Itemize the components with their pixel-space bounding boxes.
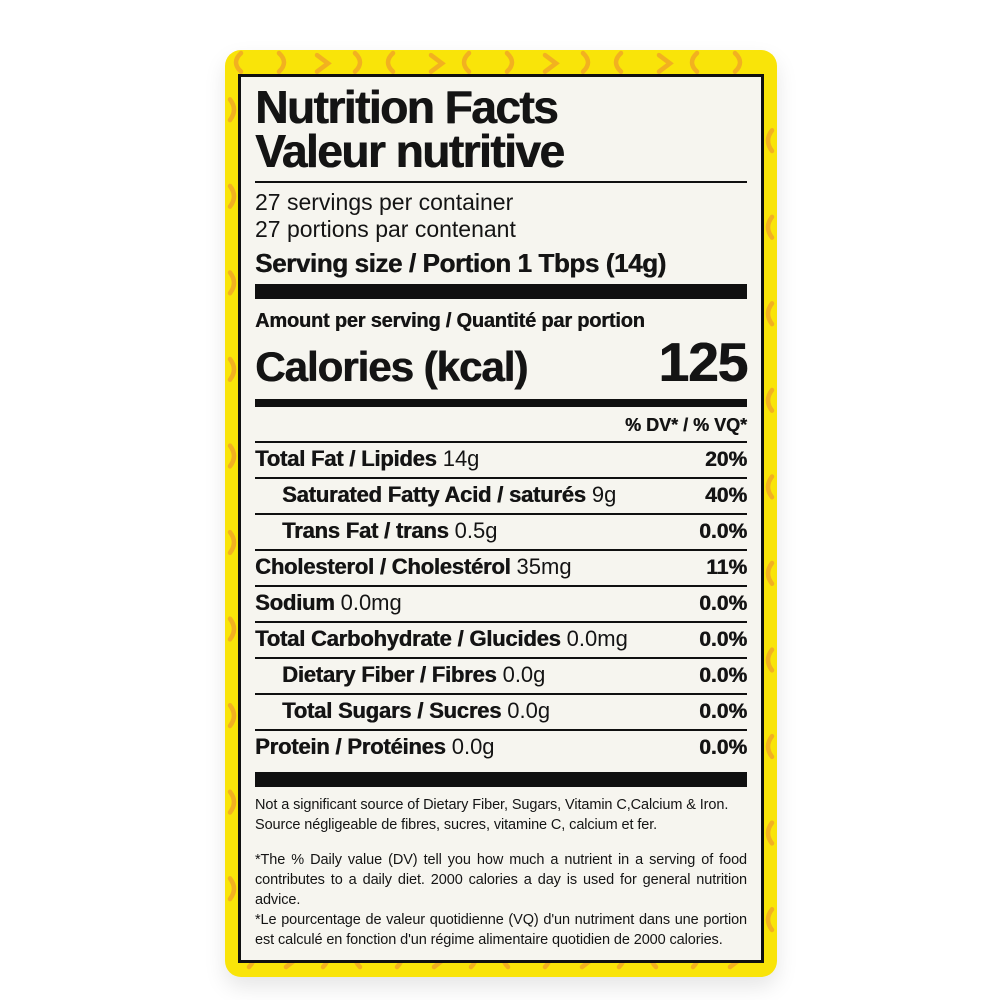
- footnote-not-significant: Not a significant source of Dietary Fibe…: [255, 795, 747, 835]
- servings-per-container-fr: 27 portions par contenant: [255, 216, 516, 243]
- nutrient-name: Cholesterol / Cholestérol 35mg: [255, 554, 572, 580]
- footnote-daily-value-en: *The % Daily value (DV) tell you how muc…: [255, 852, 747, 909]
- title-valeur-nutritive: Valeur nutritive: [255, 125, 565, 178]
- calories-value: 125: [658, 331, 748, 394]
- percent-dv-header: % DV* / % VQ*: [624, 415, 747, 436]
- nutrient-name: Total Carbohydrate / Glucides 0.0mg: [255, 626, 628, 652]
- nutrient-dv: 20%: [704, 448, 747, 472]
- nutrient-row-dietary-fiber: Dietary Fiber / Fibres 0.0g 0.0%: [255, 659, 747, 696]
- nutrient-row-trans-fat: Trans Fat / trans 0.5g 0.0%: [255, 515, 747, 552]
- nutrient-row-total-fat: Total Fat / Lipides 14g 20%: [255, 443, 747, 480]
- nutrient-dv: 40%: [704, 484, 747, 508]
- nutrient-dv: 0.0%: [699, 520, 747, 544]
- nutrient-name: Total Sugars / Sucres 0.0g: [282, 698, 551, 724]
- serving-size: Serving size / Portion 1 Tbps (14g): [255, 248, 666, 279]
- nutrient-dv: 0.0%: [699, 592, 747, 616]
- nutrient-dv: 11%: [706, 556, 747, 580]
- label-yellow-background: Nutrition Facts Valeur nutritive 27 serv…: [225, 50, 777, 978]
- servings-per-container-en: 27 servings per container: [255, 189, 514, 216]
- nutrient-name: Total Fat / Lipides 14g: [255, 446, 480, 472]
- nutrition-facts-panel: Nutrition Facts Valeur nutritive 27 serv…: [238, 74, 764, 964]
- nutrient-row-total-sugars: Total Sugars / Sucres 0.0g 0.0%: [255, 695, 747, 732]
- medium-divider-bar: [255, 399, 747, 408]
- nutrient-row-sodium: Sodium 0.0mg 0.0%: [255, 587, 747, 624]
- nutrient-table: Total Fat / Lipides 14g 20% Saturated Fa…: [255, 441, 747, 765]
- nutrient-dv: 0.0%: [699, 736, 747, 760]
- nutrient-name: Dietary Fiber / Fibres 0.0g: [282, 662, 546, 688]
- nutrient-row-protein: Protein / Protéines 0.0g 0.0%: [255, 731, 747, 765]
- footnote-not-significant-en: Not a significant source of Dietary Fibe…: [255, 797, 729, 814]
- title-divider: [255, 181, 747, 184]
- thick-divider-bar-bottom: [255, 772, 747, 788]
- nutrient-name: Trans Fat / trans 0.5g: [282, 518, 498, 544]
- nutrient-name: Saturated Fatty Acid / saturés 9g: [282, 482, 617, 508]
- nutrient-row-saturated-fat: Saturated Fatty Acid / saturés 9g 40%: [255, 479, 747, 516]
- nutrient-name: Protein / Protéines 0.0g: [255, 734, 495, 760]
- footnote-daily-value: *The % Daily value (DV) tell you how muc…: [255, 850, 747, 950]
- nutrient-row-total-carbohydrate: Total Carbohydrate / Glucides 0.0mg 0.0%: [255, 623, 747, 660]
- footnote-daily-value-fr: *Le pourcentage de valeur quotidienne (V…: [255, 912, 747, 949]
- nutrient-row-cholesterol: Cholesterol / Cholestérol 35mg 11%: [255, 551, 747, 588]
- nutrient-dv: 0.0%: [699, 664, 747, 688]
- calories-label: Calories (kcal): [255, 343, 528, 391]
- nutrient-name: Sodium 0.0mg: [255, 590, 402, 616]
- thick-divider-bar-top: [255, 284, 747, 300]
- calories-row: Calories (kcal) 125: [255, 331, 748, 394]
- footnote-not-significant-fr: Source négligeable de fibres, sucres, vi…: [255, 817, 658, 834]
- amount-per-serving-header: Amount per serving / Quantité par portio…: [255, 310, 645, 333]
- nutrient-dv: 0.0%: [699, 700, 747, 724]
- title-nutrition-facts: Nutrition Facts: [255, 81, 559, 133]
- nutrient-dv: 0.0%: [699, 628, 747, 652]
